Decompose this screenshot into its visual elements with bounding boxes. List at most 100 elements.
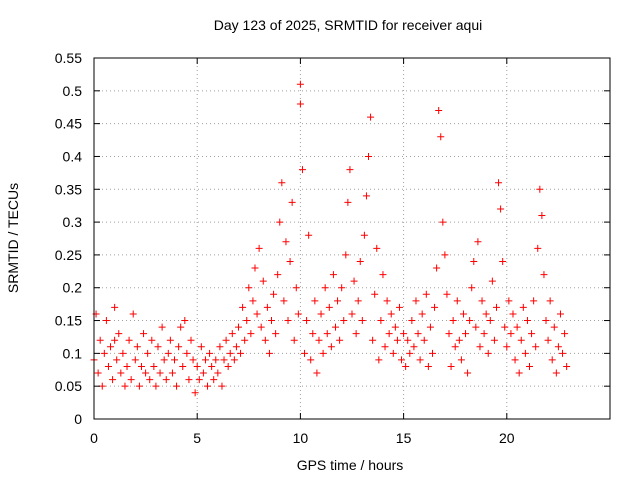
data-point [377, 317, 385, 325]
data-point [177, 323, 185, 331]
data-point [96, 336, 104, 344]
data-point [468, 284, 476, 292]
data-point [121, 382, 129, 390]
grid-lines [94, 58, 610, 419]
data-point [115, 330, 123, 338]
y-tick-label: 0.3 [63, 214, 83, 230]
data-point [418, 310, 426, 318]
x-axis-label: GPS time / hours [297, 457, 404, 473]
data-point [288, 198, 296, 206]
data-point [270, 290, 278, 298]
data-point [507, 330, 515, 338]
data-point [416, 356, 424, 364]
data-point [309, 330, 317, 338]
data-point [311, 297, 319, 305]
data-point [383, 297, 391, 305]
data-point [505, 297, 513, 305]
data-point [424, 362, 432, 370]
data-point [412, 297, 420, 305]
data-point [201, 356, 209, 364]
data-point [449, 317, 457, 325]
data-point [255, 244, 263, 252]
data-point [204, 382, 212, 390]
data-point [365, 152, 373, 160]
data-point [286, 257, 294, 265]
data-point [245, 284, 253, 292]
x-tick-label: 5 [193, 430, 201, 446]
data-point [515, 369, 523, 377]
data-point [243, 317, 251, 325]
data-point [313, 369, 321, 377]
data-point [274, 271, 282, 279]
data-point [395, 303, 403, 311]
data-point [422, 290, 430, 298]
data-point [305, 231, 313, 239]
data-point [550, 323, 558, 331]
data-point [117, 369, 125, 377]
data-point [191, 389, 199, 397]
data-point [148, 336, 156, 344]
data-point [466, 317, 474, 325]
data-point [526, 362, 534, 370]
data-point [100, 349, 108, 357]
data-point [338, 284, 346, 292]
data-point [303, 317, 311, 325]
data-point [220, 356, 228, 364]
data-point [484, 349, 492, 357]
data-point [486, 317, 494, 325]
data-point [263, 303, 271, 311]
data-point [462, 330, 470, 338]
data-point [346, 166, 354, 174]
data-point [199, 369, 207, 377]
data-point [428, 349, 436, 357]
data-point [443, 290, 451, 298]
data-point [294, 310, 302, 318]
data-point [179, 362, 187, 370]
data-point [344, 198, 352, 206]
data-point [156, 369, 164, 377]
data-point [212, 356, 220, 364]
data-point [334, 297, 342, 305]
data-point [519, 303, 527, 311]
data-point [249, 297, 257, 305]
data-point [265, 349, 273, 357]
data-point [499, 257, 507, 265]
data-point [342, 251, 350, 259]
data-point [451, 343, 459, 351]
data-point [247, 330, 255, 338]
data-point [150, 362, 158, 370]
data-point [536, 185, 544, 193]
data-point [523, 317, 531, 325]
y-tick-label: 0.5 [63, 83, 83, 99]
data-point [420, 336, 428, 344]
data-point [232, 343, 240, 351]
data-point [348, 310, 356, 318]
data-point [183, 349, 191, 357]
data-point [350, 277, 358, 285]
data-point [214, 369, 222, 377]
data-point [360, 231, 368, 239]
y-tick-label: 0.55 [55, 50, 82, 66]
data-point [301, 349, 309, 357]
data-point [144, 349, 152, 357]
data-point [94, 369, 102, 377]
data-point [445, 330, 453, 338]
data-point [488, 277, 496, 285]
data-point [257, 323, 265, 331]
data-point [476, 343, 484, 351]
data-point [559, 349, 567, 357]
data-point [216, 343, 224, 351]
data-point [185, 376, 193, 384]
data-point [433, 264, 441, 272]
data-point [534, 244, 542, 252]
data-point [298, 166, 306, 174]
data-point [125, 336, 133, 344]
data-point [381, 343, 389, 351]
data-point [426, 323, 434, 331]
data-point [327, 343, 335, 351]
data-point [435, 107, 443, 115]
data-point [158, 323, 166, 331]
data-point [135, 382, 143, 390]
data-point [261, 336, 269, 344]
data-point [472, 323, 480, 331]
